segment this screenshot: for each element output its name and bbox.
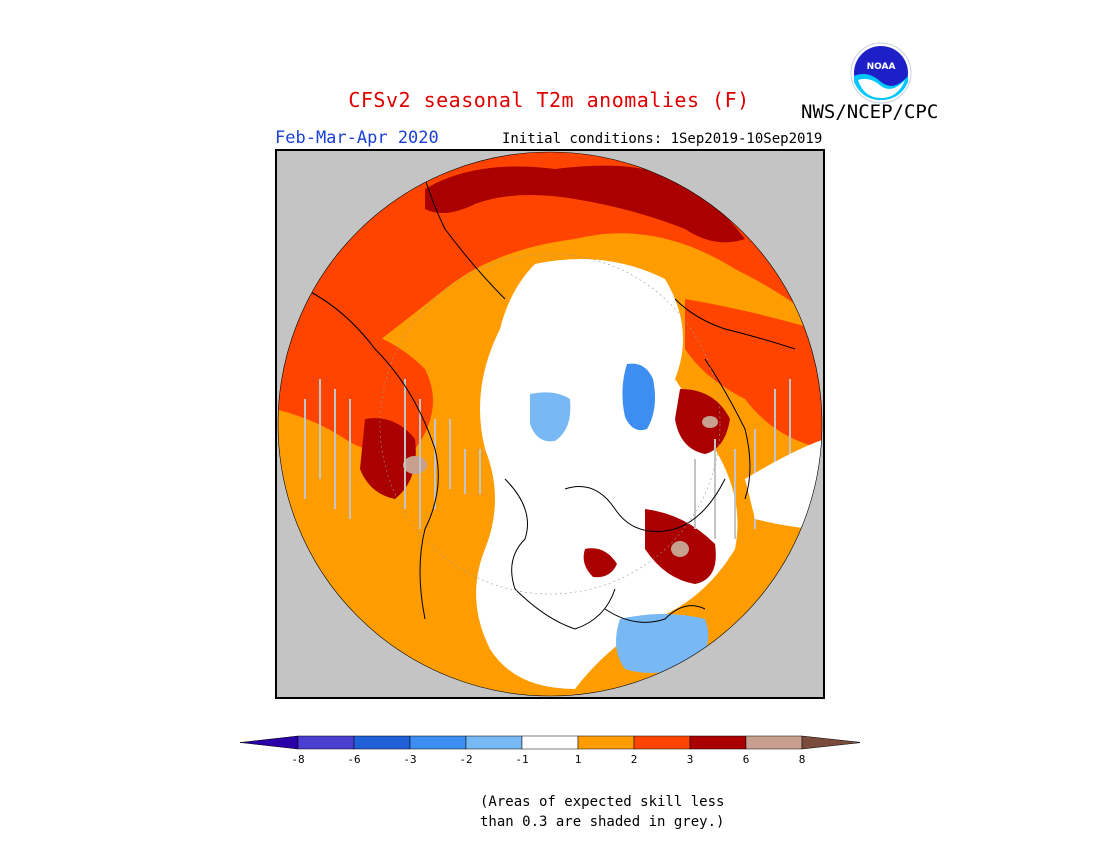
hot-region-top — [425, 165, 745, 243]
coastlines — [304, 178, 796, 630]
hot-spot-alaska-peak — [403, 456, 427, 474]
color-legend: -8 -6 -3 -2 -1 1 2 3 6 8 — [240, 735, 860, 766]
low-skill-region-east — [745, 439, 822, 529]
skill-note-line-2: than 0.3 are shaded in grey.) — [480, 814, 725, 830]
legend-swatch — [521, 735, 579, 750]
legend-swatch — [633, 735, 691, 750]
warm-region-left — [278, 299, 433, 453]
legend-arrow-high — [801, 735, 860, 750]
legend-tick-label: 3 — [687, 753, 694, 766]
map-frame — [275, 149, 825, 699]
hot-spot-scandinavia-peak — [671, 541, 689, 557]
season-label: Feb-Mar-Apr 2020 — [275, 128, 439, 148]
agency-label: NWS/NCEP/CPC — [801, 101, 939, 123]
initial-conditions-label: Initial conditions: 1Sep2019-10Sep2019 — [502, 131, 823, 147]
legend-tick-label: -6 — [347, 753, 360, 766]
legend-arrow-low — [240, 735, 299, 750]
cool-region-atlantic — [616, 614, 709, 673]
skill-note: (Areas of expected skill less than 0.3 a… — [480, 792, 724, 832]
latitude-circle — [379, 253, 721, 595]
noaa-logo: NOAA — [850, 42, 912, 104]
disc-outline — [277, 151, 823, 697]
legend-swatch — [577, 735, 635, 750]
hot-spot-greenland — [583, 548, 617, 578]
cool-region-arctic — [530, 392, 571, 442]
legend-tick-label: -2 — [459, 753, 472, 766]
legend-tick-label: -1 — [515, 753, 528, 766]
legend-swatch — [689, 735, 747, 750]
skill-note-line-1: (Areas of expected skill less — [480, 794, 725, 810]
legend-tick-label: 1 — [575, 753, 582, 766]
hot-spot-siberia-peak — [702, 416, 718, 428]
anomaly-map — [275, 149, 825, 699]
legend-swatch — [353, 735, 411, 750]
legend-swatch — [297, 735, 355, 750]
legend-swatch — [409, 735, 467, 750]
legend-tick-label: 8 — [799, 753, 806, 766]
chart-title: CFSv2 seasonal T2m anomalies (F) — [348, 88, 750, 112]
svg-text:NOAA: NOAA — [867, 62, 896, 72]
legend-swatch — [465, 735, 523, 750]
legend-tick-label: -8 — [291, 753, 304, 766]
legend-swatch — [745, 735, 803, 750]
neutral-region-pole — [476, 259, 738, 689]
legend-tick-label: 6 — [743, 753, 750, 766]
legend-tick-label: -3 — [403, 753, 416, 766]
legend-tick-label: 2 — [631, 753, 638, 766]
hot-spot-alaska — [360, 418, 416, 499]
cool-region-asia — [622, 363, 655, 431]
